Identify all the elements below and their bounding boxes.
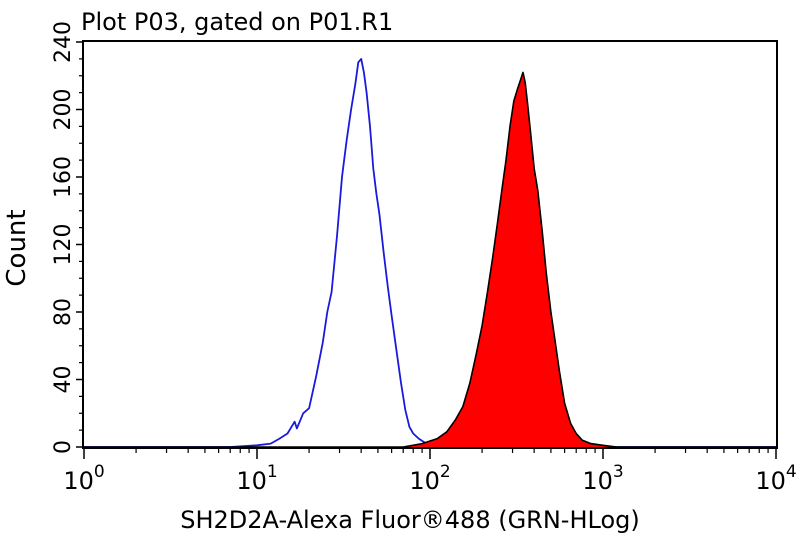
y-tick-label: 80 [51,298,76,326]
plot-frame [82,40,778,449]
series-1-fill [84,72,776,448]
series-layer [84,58,776,448]
x-tick-label: 101 [236,462,277,495]
y-tick-label: 40 [51,366,76,394]
y-tick-label: 240 [51,21,76,63]
y-tick-label: 0 [51,440,76,454]
x-tick-layer: 100 101 102 103 104 [63,447,797,495]
x-tick-label: 102 [409,462,450,495]
y-tick-label: 160 [51,156,76,198]
chart-title: Plot P03, gated on P01.R1 [81,8,393,36]
x-tick-label: 104 [755,462,796,495]
y-tick-label: 200 [51,89,76,131]
y-axis-label: Count [2,209,32,286]
series-1-outline [84,71,776,448]
x-axis-label: SH2D2A-Alexa Fluor®488 (GRN-HLog) [180,506,640,534]
y-tick-layer: 0 40 80 120 160 200 240 [51,21,84,454]
y-tick-label: 120 [51,224,76,266]
x-tick-label: 100 [63,462,104,495]
series-0-line [84,58,776,448]
x-tick-label: 103 [582,462,623,495]
